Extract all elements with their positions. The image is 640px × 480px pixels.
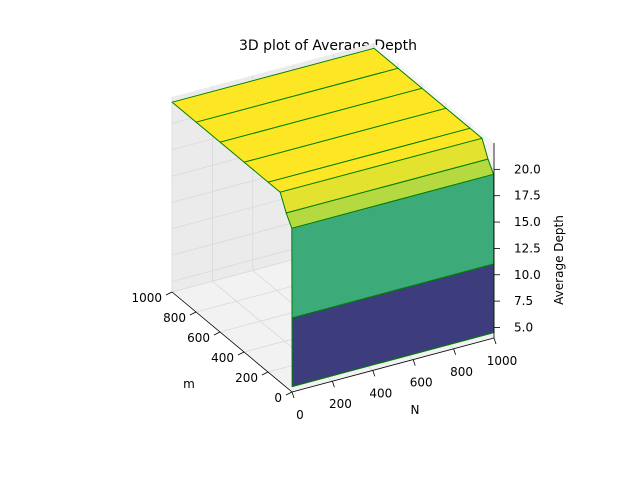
axes: 02004006008001000020040060080010005.07.5… bbox=[131, 143, 541, 422]
x-tick-mark bbox=[189, 311, 197, 316]
y-tick-label: 600 bbox=[410, 376, 433, 390]
y-tick-label: 800 bbox=[450, 365, 473, 379]
y-tick-mark bbox=[372, 370, 376, 377]
z-tick-label: 10.0 bbox=[514, 268, 541, 282]
z-tick-label: 17.5 bbox=[514, 189, 541, 203]
z-tick-label: 20.0 bbox=[514, 162, 541, 176]
z-tick-label: 15.0 bbox=[514, 215, 541, 229]
y-tick-label: 0 bbox=[296, 408, 304, 422]
x-tick-mark bbox=[237, 351, 245, 356]
x-tick-label: 1000 bbox=[131, 291, 162, 305]
x-tick-label: 400 bbox=[211, 351, 234, 365]
x-tick-label: 800 bbox=[163, 311, 186, 325]
z-tick-label: 12.5 bbox=[514, 241, 541, 255]
y-tick-mark bbox=[291, 391, 295, 399]
z-tick-label: 7.5 bbox=[514, 294, 533, 308]
z-axis-label: Average Depth bbox=[552, 215, 566, 305]
x-axis-label: m bbox=[183, 377, 195, 391]
y-tick-label: 1000 bbox=[487, 354, 518, 368]
y-tick-mark bbox=[493, 337, 497, 345]
surface bbox=[171, 47, 495, 388]
y-tick-mark bbox=[412, 359, 416, 366]
x-tick-label: 0 bbox=[274, 391, 282, 405]
y-axis-label: N bbox=[411, 403, 420, 417]
y-tick-label: 200 bbox=[329, 397, 352, 411]
x-axis-line bbox=[171, 291, 293, 393]
x-tick-label: 200 bbox=[235, 371, 258, 385]
x-tick-mark bbox=[165, 291, 173, 296]
chart-title: 3D plot of Average Depth bbox=[239, 38, 417, 54]
z-tick-label: 5.0 bbox=[514, 320, 533, 334]
y-axis-line bbox=[291, 337, 495, 393]
x-tick-mark bbox=[213, 331, 221, 336]
x-tick-mark bbox=[261, 371, 269, 376]
y-tick-label: 400 bbox=[369, 386, 392, 400]
x-tick-mark bbox=[285, 391, 293, 396]
y-tick-mark bbox=[453, 348, 456, 355]
y-tick-mark bbox=[332, 381, 335, 388]
x-tick-label: 600 bbox=[187, 331, 210, 345]
